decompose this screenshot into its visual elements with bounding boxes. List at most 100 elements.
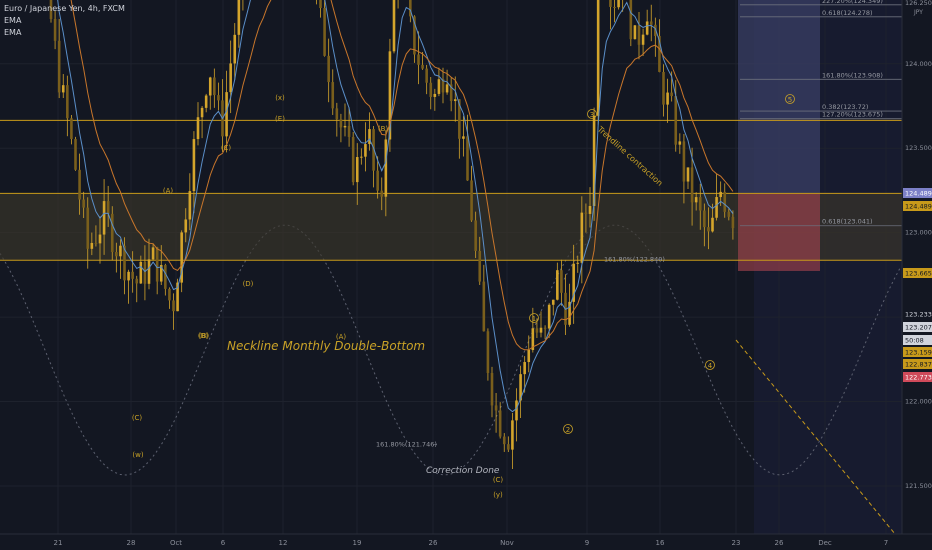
- price-tag: [903, 335, 932, 345]
- candle-body: [86, 207, 90, 249]
- candle-body: [380, 190, 384, 197]
- candle-body: [478, 250, 482, 282]
- candle-body: [433, 93, 437, 97]
- price-tag-label: 123.233: [905, 311, 932, 319]
- candle-body: [115, 252, 118, 257]
- candle-body: [392, 0, 396, 52]
- candle-body: [641, 34, 645, 45]
- price-tag: [903, 188, 932, 198]
- candle-body: [335, 108, 339, 120]
- candle-body: [698, 197, 702, 211]
- wave-label: (A): [163, 187, 174, 195]
- candle-body: [368, 129, 371, 145]
- x-tick-label: Nov: [500, 539, 514, 547]
- wave-label: 5: [788, 96, 792, 104]
- y-axis[interactable]: 121.500122.000122.500123.000123.500124.0…: [901, 0, 932, 550]
- wave-circle: [705, 360, 715, 370]
- candles: [49, 0, 735, 469]
- y-tick-label: 123.500: [905, 144, 932, 152]
- ema-indicator-label[interactable]: EMA: [4, 28, 22, 37]
- ema-lines: [57, 0, 734, 413]
- x-tick-label: 21: [54, 539, 63, 547]
- candle-body: [507, 444, 510, 450]
- ema-fast-line: [57, 0, 734, 413]
- price-tag-label: 123.665: [905, 270, 932, 278]
- candle-body: [127, 271, 130, 281]
- wave-label: (B): [199, 332, 210, 340]
- candle-body: [331, 82, 335, 109]
- candle-body: [184, 219, 188, 233]
- candle-body: [723, 191, 727, 212]
- candle-body: [437, 79, 441, 94]
- x-tick-label: 28: [127, 539, 136, 547]
- price-tag: [903, 322, 932, 332]
- x-tick-label: 9: [585, 539, 589, 547]
- candle-body: [445, 84, 449, 93]
- x-tick-label: 26: [429, 539, 438, 547]
- candle-body: [523, 362, 526, 375]
- candle-body: [106, 201, 110, 214]
- wave-label: (C): [493, 476, 504, 484]
- fib-label: 161.80%(123.908): [822, 71, 883, 79]
- candle-body: [715, 197, 718, 218]
- ema-slow-line: [70, 0, 734, 351]
- candle-body: [176, 282, 179, 312]
- wave-label: 2: [566, 426, 570, 434]
- y-tick-label: 123.000: [905, 229, 932, 237]
- candle-body: [123, 245, 126, 281]
- correction-annotation: Correction Done: [426, 466, 500, 476]
- candle-body: [596, 0, 600, 116]
- price-tag: [903, 309, 932, 319]
- candle-body: [531, 328, 535, 350]
- candle-body: [670, 92, 673, 97]
- extension-label: 161.80%(121.746): [376, 440, 437, 448]
- symbol-title[interactable]: Euro / Japanese Yen, 4h, FXCM: [4, 4, 125, 13]
- x-axis[interactable]: 21 28 Oct 6 12 19 26 Nov 9 16 23 26 Dec 7: [0, 533, 932, 550]
- candle-body: [110, 213, 114, 253]
- candle-body: [159, 265, 163, 282]
- candle-body: [204, 95, 208, 108]
- cycle-curve: [563, 224, 901, 476]
- candle-body: [515, 400, 518, 421]
- candle-body: [678, 141, 682, 145]
- candle-body: [449, 84, 453, 102]
- candle-body: [462, 136, 465, 139]
- candle-body: [576, 262, 580, 264]
- candle-body: [74, 139, 77, 170]
- x-tick-label: 6: [221, 539, 226, 547]
- candle-body: [458, 99, 461, 139]
- wave-label: (w): [132, 451, 143, 459]
- x-tick-label: 7: [884, 539, 888, 547]
- price-tag: [903, 347, 932, 357]
- candle-body: [90, 242, 94, 249]
- candle-body: [384, 139, 388, 197]
- candle-body: [486, 331, 490, 373]
- candle-body: [237, 0, 241, 35]
- profit-zone: [738, 0, 820, 194]
- y-tick-label: 124.000: [905, 60, 932, 68]
- y-tick-label: 126.250: [905, 0, 932, 7]
- candle-body: [70, 118, 73, 140]
- x-tick-label: 16: [656, 539, 665, 547]
- candle-body: [649, 21, 653, 25]
- candle-body: [172, 300, 175, 312]
- candle-body: [470, 180, 473, 221]
- candle-body: [711, 217, 714, 232]
- candle-body: [351, 136, 355, 183]
- candle-body: [78, 169, 81, 200]
- ema-indicator-label[interactable]: EMA: [4, 16, 22, 25]
- candle-body: [662, 71, 665, 105]
- candle-body: [225, 92, 228, 137]
- candle-body: [490, 372, 494, 406]
- candle-body: [511, 420, 514, 450]
- candle-body: [694, 197, 698, 203]
- wave-label: (B): [198, 332, 209, 340]
- candle-body: [690, 167, 694, 203]
- wave-label: 3: [590, 111, 594, 119]
- candle-body: [556, 270, 559, 300]
- candle-body: [633, 25, 637, 40]
- candle-body: [560, 270, 563, 293]
- candle-body: [192, 139, 196, 192]
- candle-body: [131, 271, 134, 279]
